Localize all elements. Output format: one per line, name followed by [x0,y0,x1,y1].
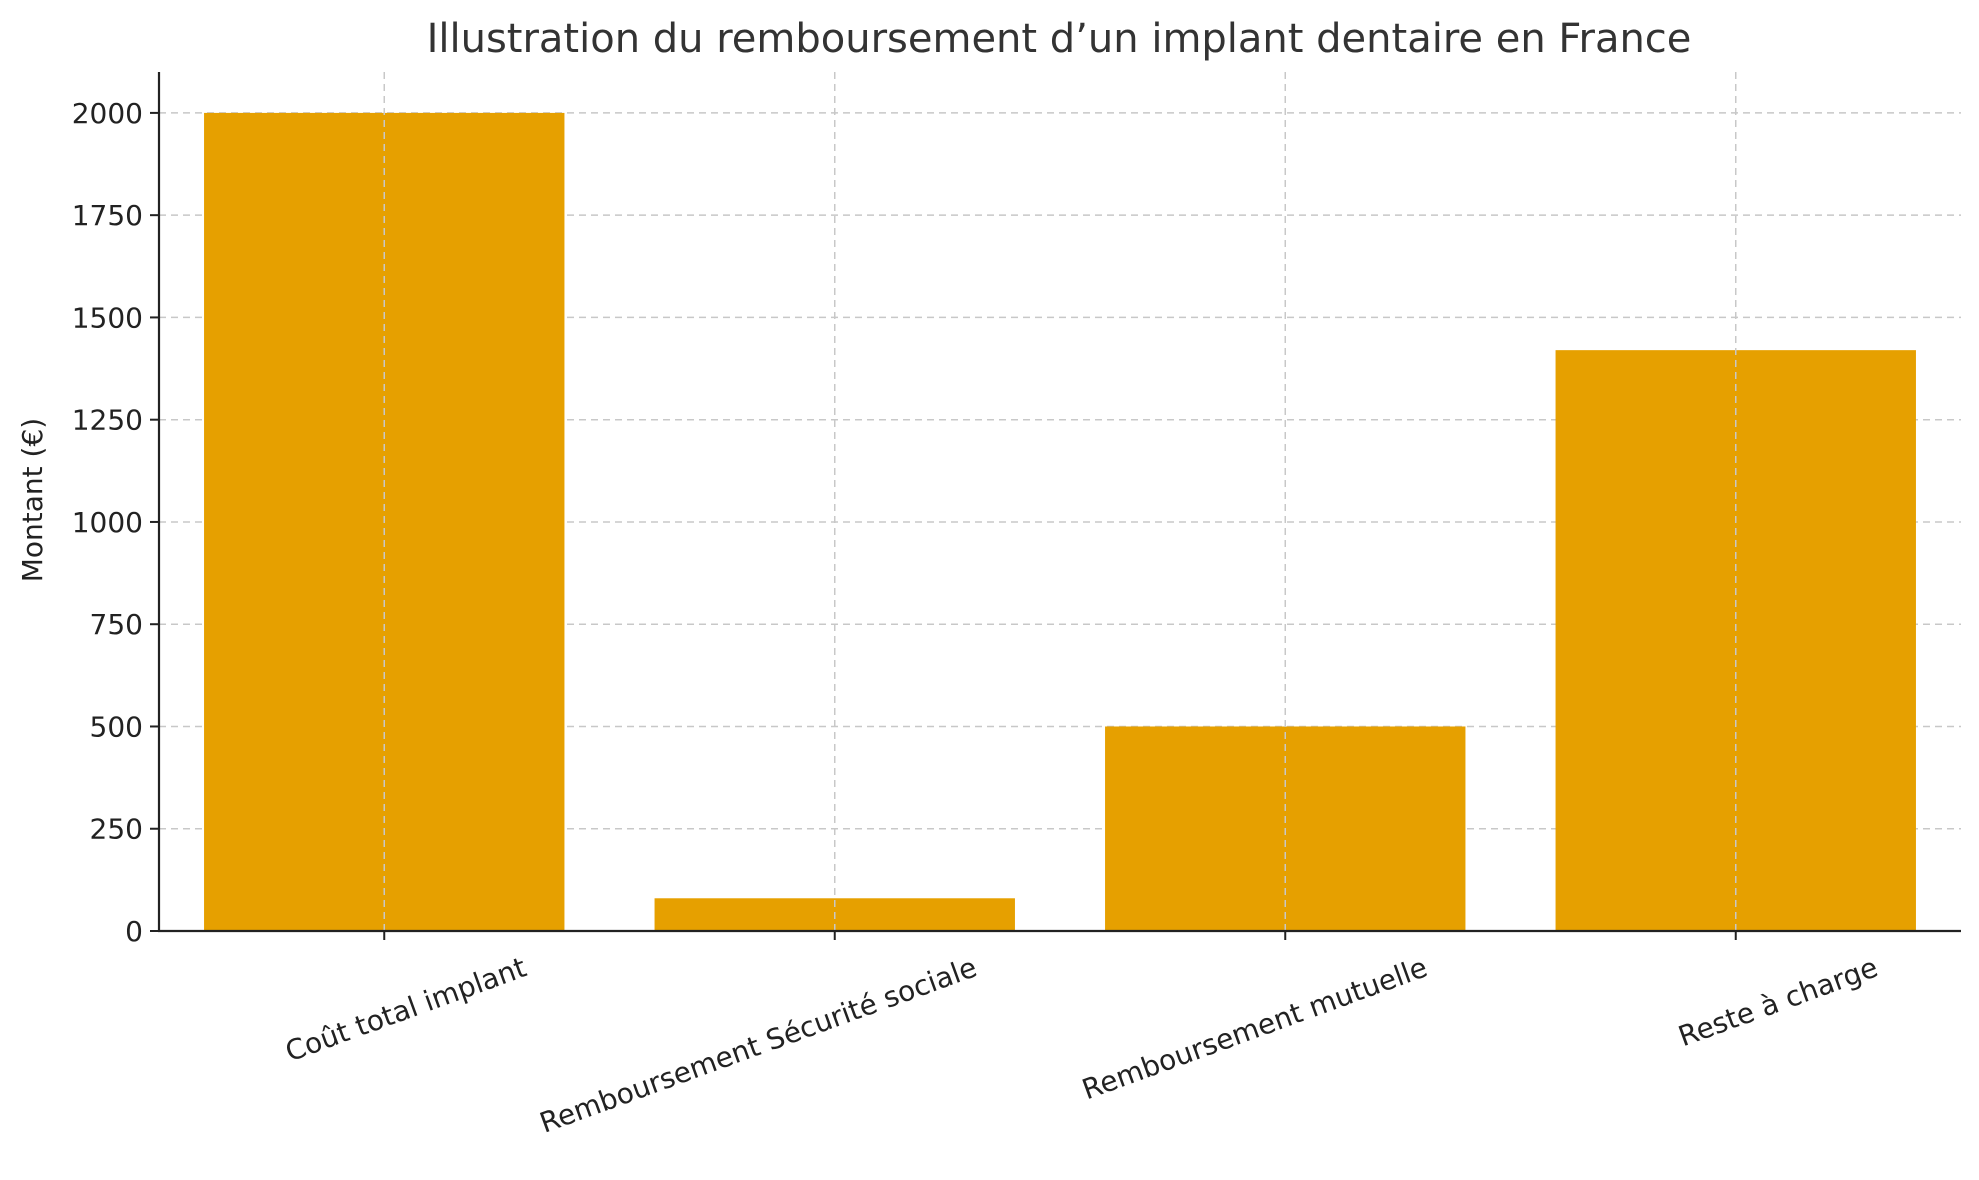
y-tick-label: 0 [125,915,143,948]
x-tick-label: Remboursement mutuelle [1078,951,1432,1107]
y-tick-label: 250 [90,813,143,846]
y-tick-label: 1000 [72,506,143,539]
y-tick-label: 2000 [72,97,143,130]
x-tick-label: Coût total implant [281,951,531,1069]
bars-layer [204,72,1916,932]
y-axis-label: Montant (€) [16,418,49,582]
y-tick-label: 500 [90,710,143,743]
y-tick-label: 1250 [72,404,143,437]
y-tick-label: 1500 [72,301,143,334]
y-tick-label: 750 [90,608,143,641]
x-tick-label: Reste à charge [1674,951,1882,1054]
x-tick-label: Remboursement Sécurité sociale [535,951,981,1140]
chart-title: Illustration du remboursement d’un impla… [427,16,1692,62]
y-tick-label: 1750 [72,199,143,232]
